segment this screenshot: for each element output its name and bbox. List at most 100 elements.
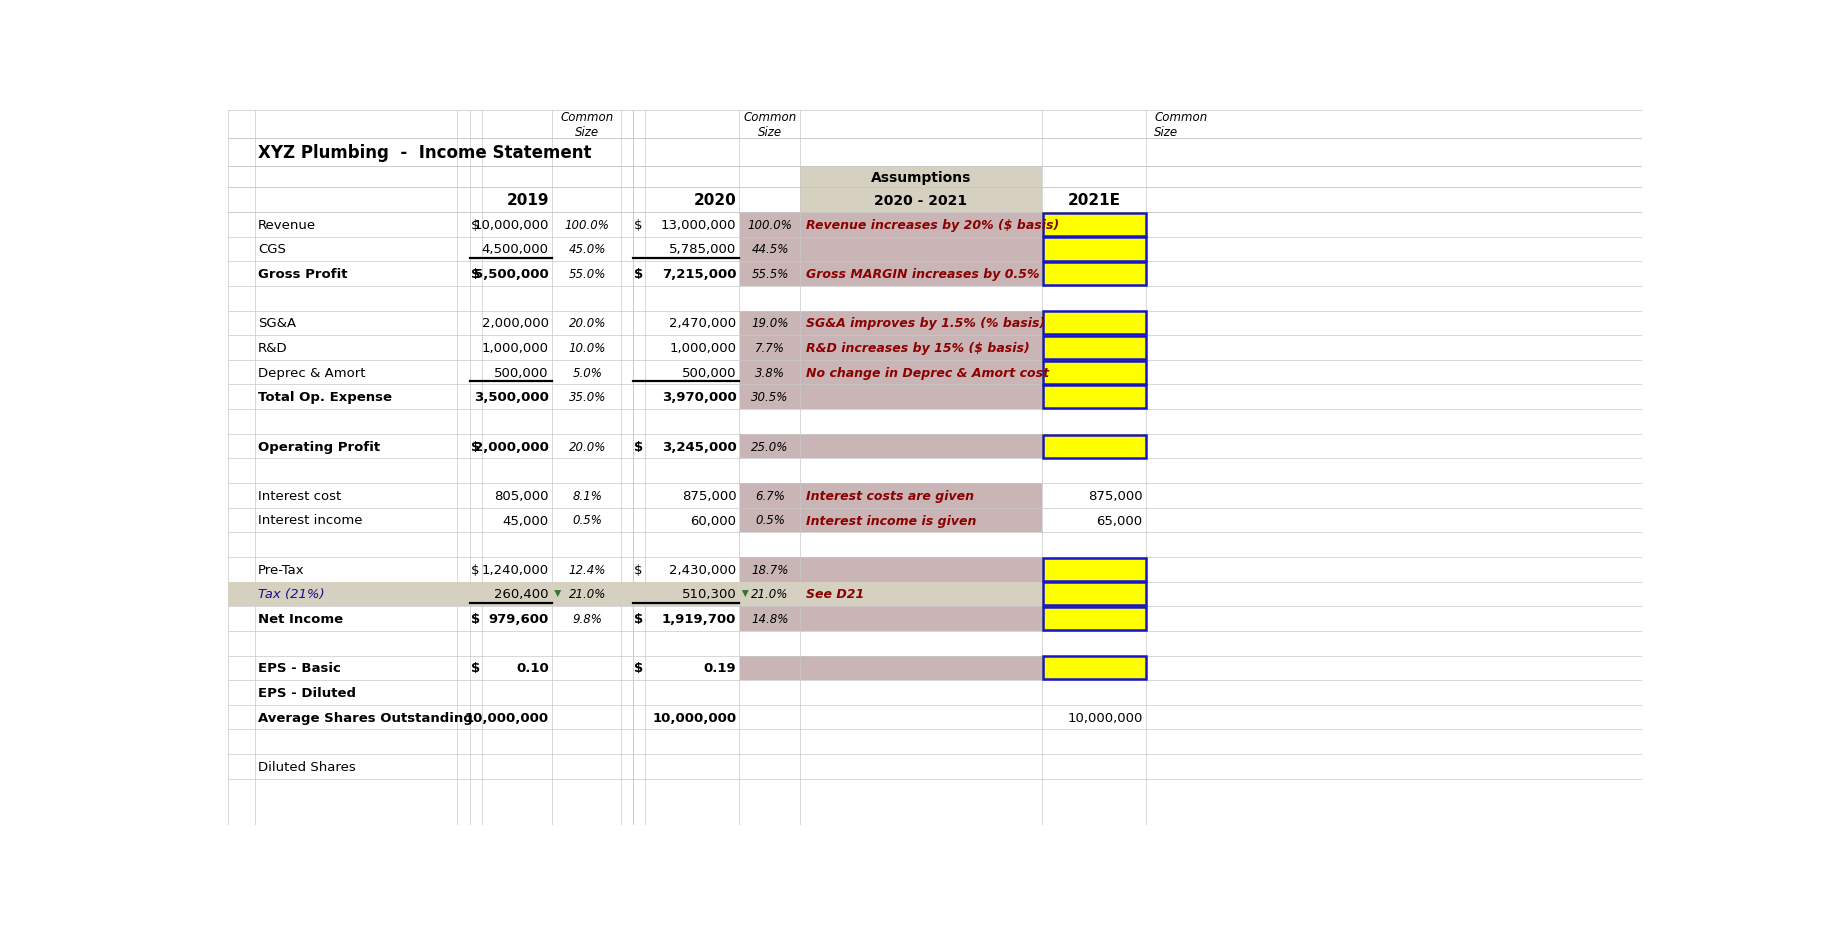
- Text: Deprec & Amort: Deprec & Amort: [259, 366, 366, 379]
- Text: Tax (21%): Tax (21%): [259, 588, 324, 601]
- Bar: [740, 237, 800, 262]
- Bar: [740, 582, 800, 606]
- Text: Common
Size: Common Size: [560, 111, 614, 139]
- Bar: [740, 434, 800, 459]
- Text: Common
Size: Common Size: [1154, 111, 1207, 139]
- Bar: [228, 582, 1041, 606]
- Bar: [800, 655, 1041, 680]
- Text: No change in Deprec & Amort cost: No change in Deprec & Amort cost: [806, 366, 1048, 379]
- Text: 60,000: 60,000: [691, 514, 736, 527]
- Bar: [800, 262, 1041, 286]
- Text: Interest costs are given: Interest costs are given: [806, 489, 973, 502]
- Bar: [800, 508, 1041, 533]
- Text: 9.8%: 9.8%: [572, 613, 602, 626]
- Text: EPS - Diluted: EPS - Diluted: [259, 686, 355, 699]
- Text: Interest cost: Interest cost: [259, 489, 341, 502]
- Text: $: $: [634, 564, 642, 577]
- Text: 18.7%: 18.7%: [751, 564, 788, 577]
- Text: R&D: R&D: [259, 342, 288, 355]
- Text: $: $: [470, 440, 479, 453]
- Text: 5,785,000: 5,785,000: [669, 243, 736, 256]
- Text: 14.8%: 14.8%: [751, 613, 788, 626]
- Text: 45,000: 45,000: [503, 514, 549, 527]
- Text: 100.0%: 100.0%: [747, 219, 793, 232]
- Text: 1,919,700: 1,919,700: [662, 613, 736, 626]
- Text: 979,600: 979,600: [489, 613, 549, 626]
- Text: $: $: [470, 268, 479, 281]
- Text: Revenue increases by 20% ($ basis): Revenue increases by 20% ($ basis): [806, 219, 1059, 232]
- Text: 10,000,000: 10,000,000: [653, 711, 736, 724]
- Text: 875,000: 875,000: [682, 489, 736, 502]
- Text: 4,500,000: 4,500,000: [481, 243, 549, 256]
- Bar: [800, 606, 1041, 631]
- Text: Total Op. Expense: Total Op. Expense: [259, 391, 392, 404]
- Text: 875,000: 875,000: [1087, 489, 1141, 502]
- Text: 19.0%: 19.0%: [751, 317, 788, 330]
- Bar: [800, 237, 1041, 262]
- Text: Interest income: Interest income: [259, 514, 363, 527]
- Text: 21.0%: 21.0%: [751, 588, 788, 601]
- Text: 10,000,000: 10,000,000: [465, 711, 549, 724]
- Text: 5.0%: 5.0%: [572, 366, 602, 379]
- Text: Diluted Shares: Diluted Shares: [259, 760, 355, 773]
- Text: 1,000,000: 1,000,000: [669, 342, 736, 355]
- Text: Gross Profit: Gross Profit: [259, 268, 348, 281]
- Text: 20.0%: 20.0%: [569, 440, 605, 453]
- Text: Operating Profit: Operating Profit: [259, 440, 381, 453]
- Bar: [1043, 312, 1145, 335]
- Text: 0.5%: 0.5%: [755, 514, 784, 527]
- Bar: [1043, 362, 1145, 385]
- Bar: [740, 557, 800, 582]
- Text: Pre-Tax: Pre-Tax: [259, 564, 304, 577]
- Text: 21.0%: 21.0%: [569, 588, 605, 601]
- Bar: [1041, 336, 1145, 361]
- Text: 2021E: 2021E: [1066, 193, 1119, 208]
- Text: 3.8%: 3.8%: [755, 366, 784, 379]
- Text: 45.0%: 45.0%: [569, 243, 605, 256]
- Bar: [740, 361, 800, 385]
- Bar: [800, 434, 1041, 459]
- Text: See D21: See D21: [806, 588, 864, 601]
- Bar: [800, 582, 1041, 606]
- Text: CGS: CGS: [259, 243, 286, 256]
- Text: $: $: [634, 613, 644, 626]
- Text: 1,240,000: 1,240,000: [481, 564, 549, 577]
- Bar: [740, 311, 800, 336]
- Bar: [1041, 385, 1145, 410]
- Text: 0.5%: 0.5%: [572, 514, 602, 527]
- Text: R&D increases by 15% ($ basis): R&D increases by 15% ($ basis): [806, 342, 1030, 355]
- Bar: [1041, 361, 1145, 385]
- Text: 10.0%: 10.0%: [569, 342, 605, 355]
- Bar: [740, 508, 800, 533]
- Bar: [800, 311, 1041, 336]
- Text: 5,500,000: 5,500,000: [474, 268, 549, 281]
- Bar: [1041, 237, 1145, 262]
- Text: 55.5%: 55.5%: [751, 268, 788, 281]
- Text: Assumptions: Assumptions: [870, 171, 970, 184]
- Text: Common
Size: Common Size: [744, 111, 797, 139]
- Text: Gross MARGIN increases by 0.5%: Gross MARGIN increases by 0.5%: [806, 268, 1039, 281]
- Bar: [1041, 655, 1145, 680]
- Bar: [800, 484, 1041, 508]
- Text: 7,215,000: 7,215,000: [662, 268, 736, 281]
- Bar: [800, 336, 1041, 361]
- Text: 10,000,000: 10,000,000: [1066, 711, 1141, 724]
- Text: Net Income: Net Income: [259, 613, 343, 626]
- Text: SG&A: SG&A: [259, 317, 295, 330]
- Bar: [740, 213, 800, 237]
- Bar: [1043, 656, 1145, 679]
- Polygon shape: [742, 590, 749, 597]
- Bar: [1041, 557, 1145, 582]
- Text: 25.0%: 25.0%: [751, 440, 788, 453]
- Bar: [1041, 311, 1145, 336]
- Bar: [1043, 558, 1145, 581]
- Text: 2020 - 2021: 2020 - 2021: [873, 194, 966, 208]
- Text: 3,970,000: 3,970,000: [662, 391, 736, 404]
- Bar: [800, 167, 1041, 213]
- Text: $: $: [470, 662, 479, 675]
- Text: $: $: [470, 219, 479, 232]
- Bar: [800, 213, 1041, 237]
- Text: 65,000: 65,000: [1096, 514, 1141, 527]
- Bar: [740, 606, 800, 631]
- Text: 12.4%: 12.4%: [569, 564, 605, 577]
